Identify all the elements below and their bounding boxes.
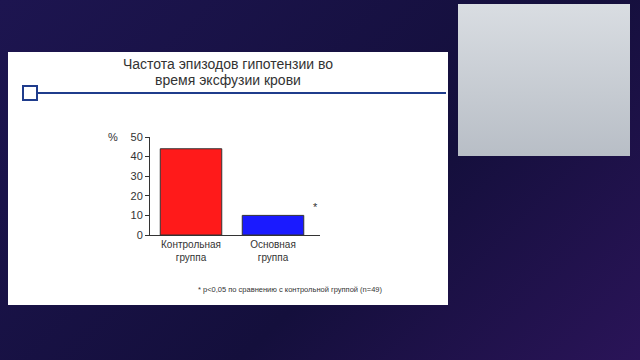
svg-text:30: 30 (131, 170, 143, 182)
svg-text:40: 40 (131, 150, 143, 162)
html-text:* p<0,05 по сравнению с контро: * p<0,05 по сравнению с контрольной груп… (198, 285, 382, 294)
svg-text:Контрольнаягруппа: Контрольнаягруппа (161, 239, 221, 263)
svg-text:50: 50 (131, 131, 143, 143)
svg-text:20: 20 (131, 190, 143, 202)
svg-text:Основнаягруппа: Основнаягруппа (250, 239, 296, 263)
svg-text:0: 0 (137, 229, 143, 241)
html-text:Частота эпизодов гипотензии во: Частота эпизодов гипотензии во (122, 56, 334, 72)
svg-text:10: 10 (131, 209, 143, 221)
svg-text:%: % (108, 131, 118, 143)
html-text:время эксфузии крови: время эксфузии крови (155, 72, 301, 88)
svg-text:*: * (313, 201, 318, 213)
